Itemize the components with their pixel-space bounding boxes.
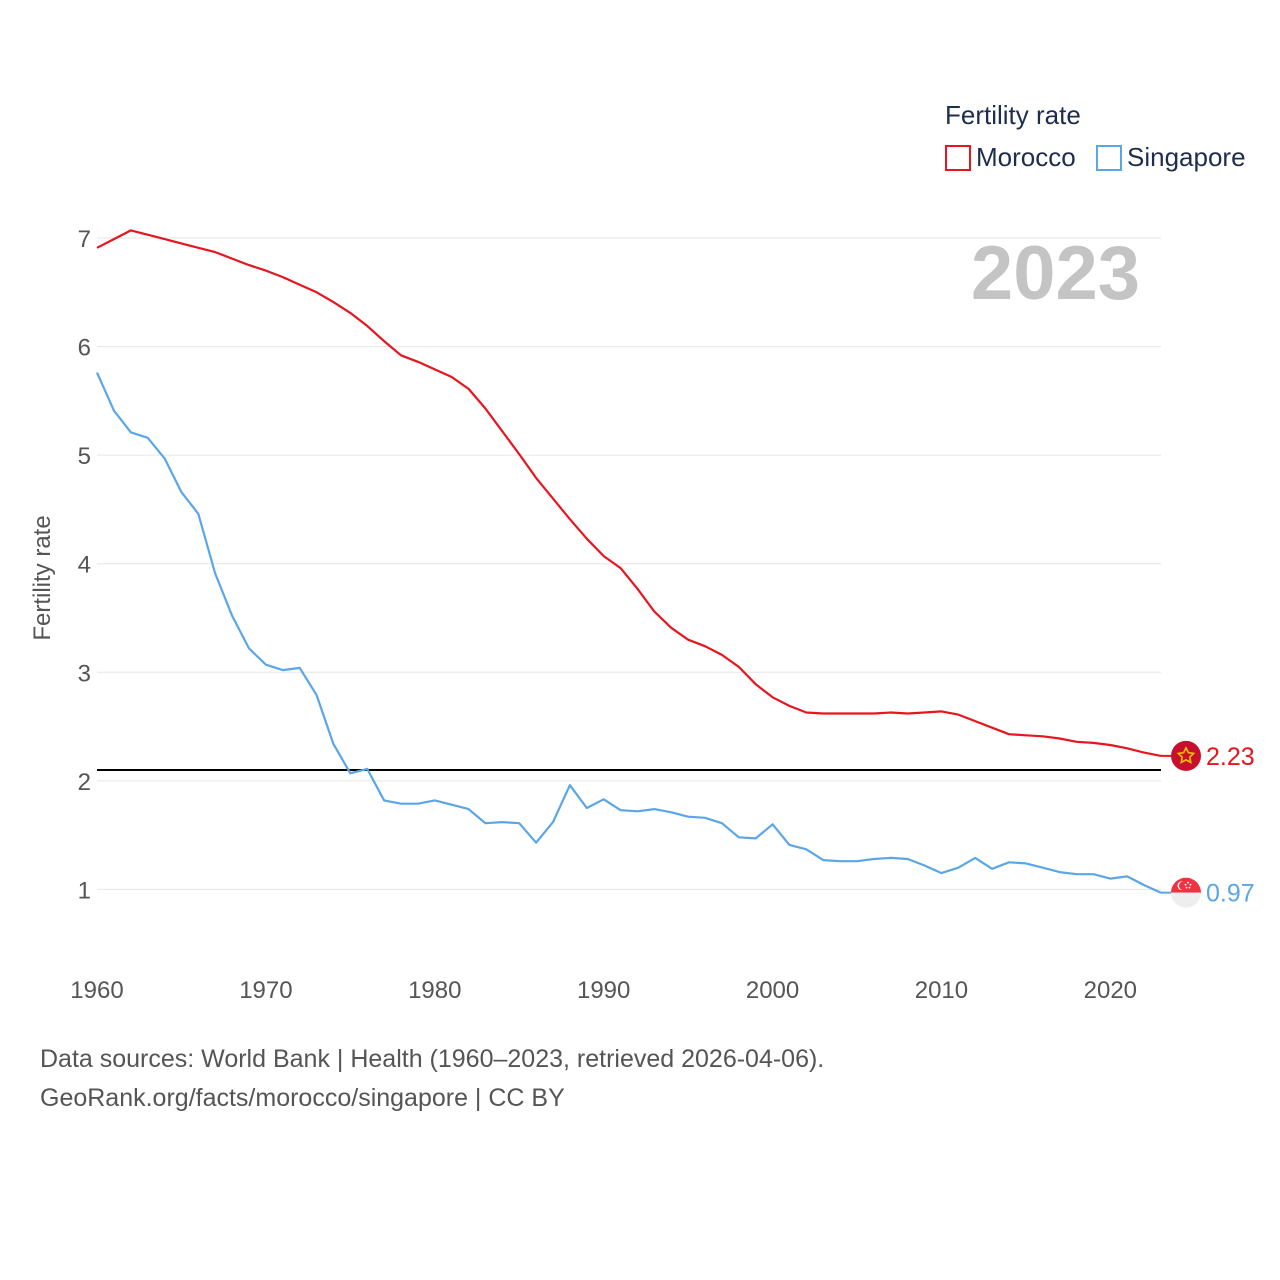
y-tick-label: 5 — [78, 443, 91, 470]
y-tick-label: 1 — [78, 877, 91, 904]
x-tick-label: 2000 — [746, 977, 799, 1004]
legend-swatch-morocco — [945, 145, 971, 171]
y-tick-label: 4 — [78, 552, 91, 579]
singapore-end-marker: 0.97 — [1171, 877, 1255, 908]
singapore-flag-icon — [1171, 877, 1201, 908]
y-axis-ticks: 1 2 3 4 5 6 7 — [78, 226, 91, 904]
legend-swatch-singapore — [1096, 145, 1122, 171]
x-axis-ticks: 1960 1970 1980 1990 2000 2010 2020 — [70, 977, 1137, 1004]
y-tick-label: 2 — [78, 769, 91, 796]
x-tick-label: 2020 — [1084, 977, 1137, 1004]
morocco-end-value: 2.23 — [1206, 743, 1255, 771]
legend-item-morocco[interactable]: Morocco — [945, 142, 1076, 172]
series-line-singapore[interactable] — [95, 372, 1162, 894]
fertility-rate-chart: Fertility rate Morocco Singapore 1 2 3 4 5 6 7… — [29, 100, 1255, 1004]
series-lines — [95, 229, 1171, 894]
x-tick-label: 1990 — [577, 977, 630, 1004]
x-tick-label: 1970 — [239, 977, 292, 1004]
x-tick-label: 1960 — [70, 977, 123, 1004]
morocco-flag-icon — [1171, 740, 1201, 771]
data-source-text: Data sources: World Bank | Health (1960–… — [40, 1045, 825, 1073]
series-line-morocco[interactable] — [96, 229, 1162, 757]
x-tick-label: 2010 — [915, 977, 968, 1004]
y-axis-label: Fertility rate — [29, 515, 56, 640]
footer: Data sources: World Bank | Health (1960–… — [40, 1040, 824, 1118]
y-tick-label: 7 — [78, 226, 91, 253]
legend-item-singapore[interactable]: Singapore — [1096, 142, 1246, 172]
gridlines — [97, 237, 1161, 890]
x-tick-label: 1980 — [408, 977, 461, 1004]
legend-label-singapore: Singapore — [1127, 142, 1246, 172]
legend-title: Fertility rate — [945, 100, 1081, 130]
singapore-end-value: 0.97 — [1206, 880, 1255, 908]
morocco-end-marker: 2.23 — [1171, 740, 1255, 771]
legend-label-morocco: Morocco — [976, 142, 1076, 172]
y-tick-label: 3 — [78, 660, 91, 687]
y-tick-label: 6 — [78, 335, 91, 362]
legend: Fertility rate Morocco Singapore — [945, 100, 1246, 172]
attribution-text: GeoRank.org/facts/morocco/singapore | CC… — [40, 1084, 565, 1112]
current-year-label: 2023 — [971, 231, 1140, 316]
